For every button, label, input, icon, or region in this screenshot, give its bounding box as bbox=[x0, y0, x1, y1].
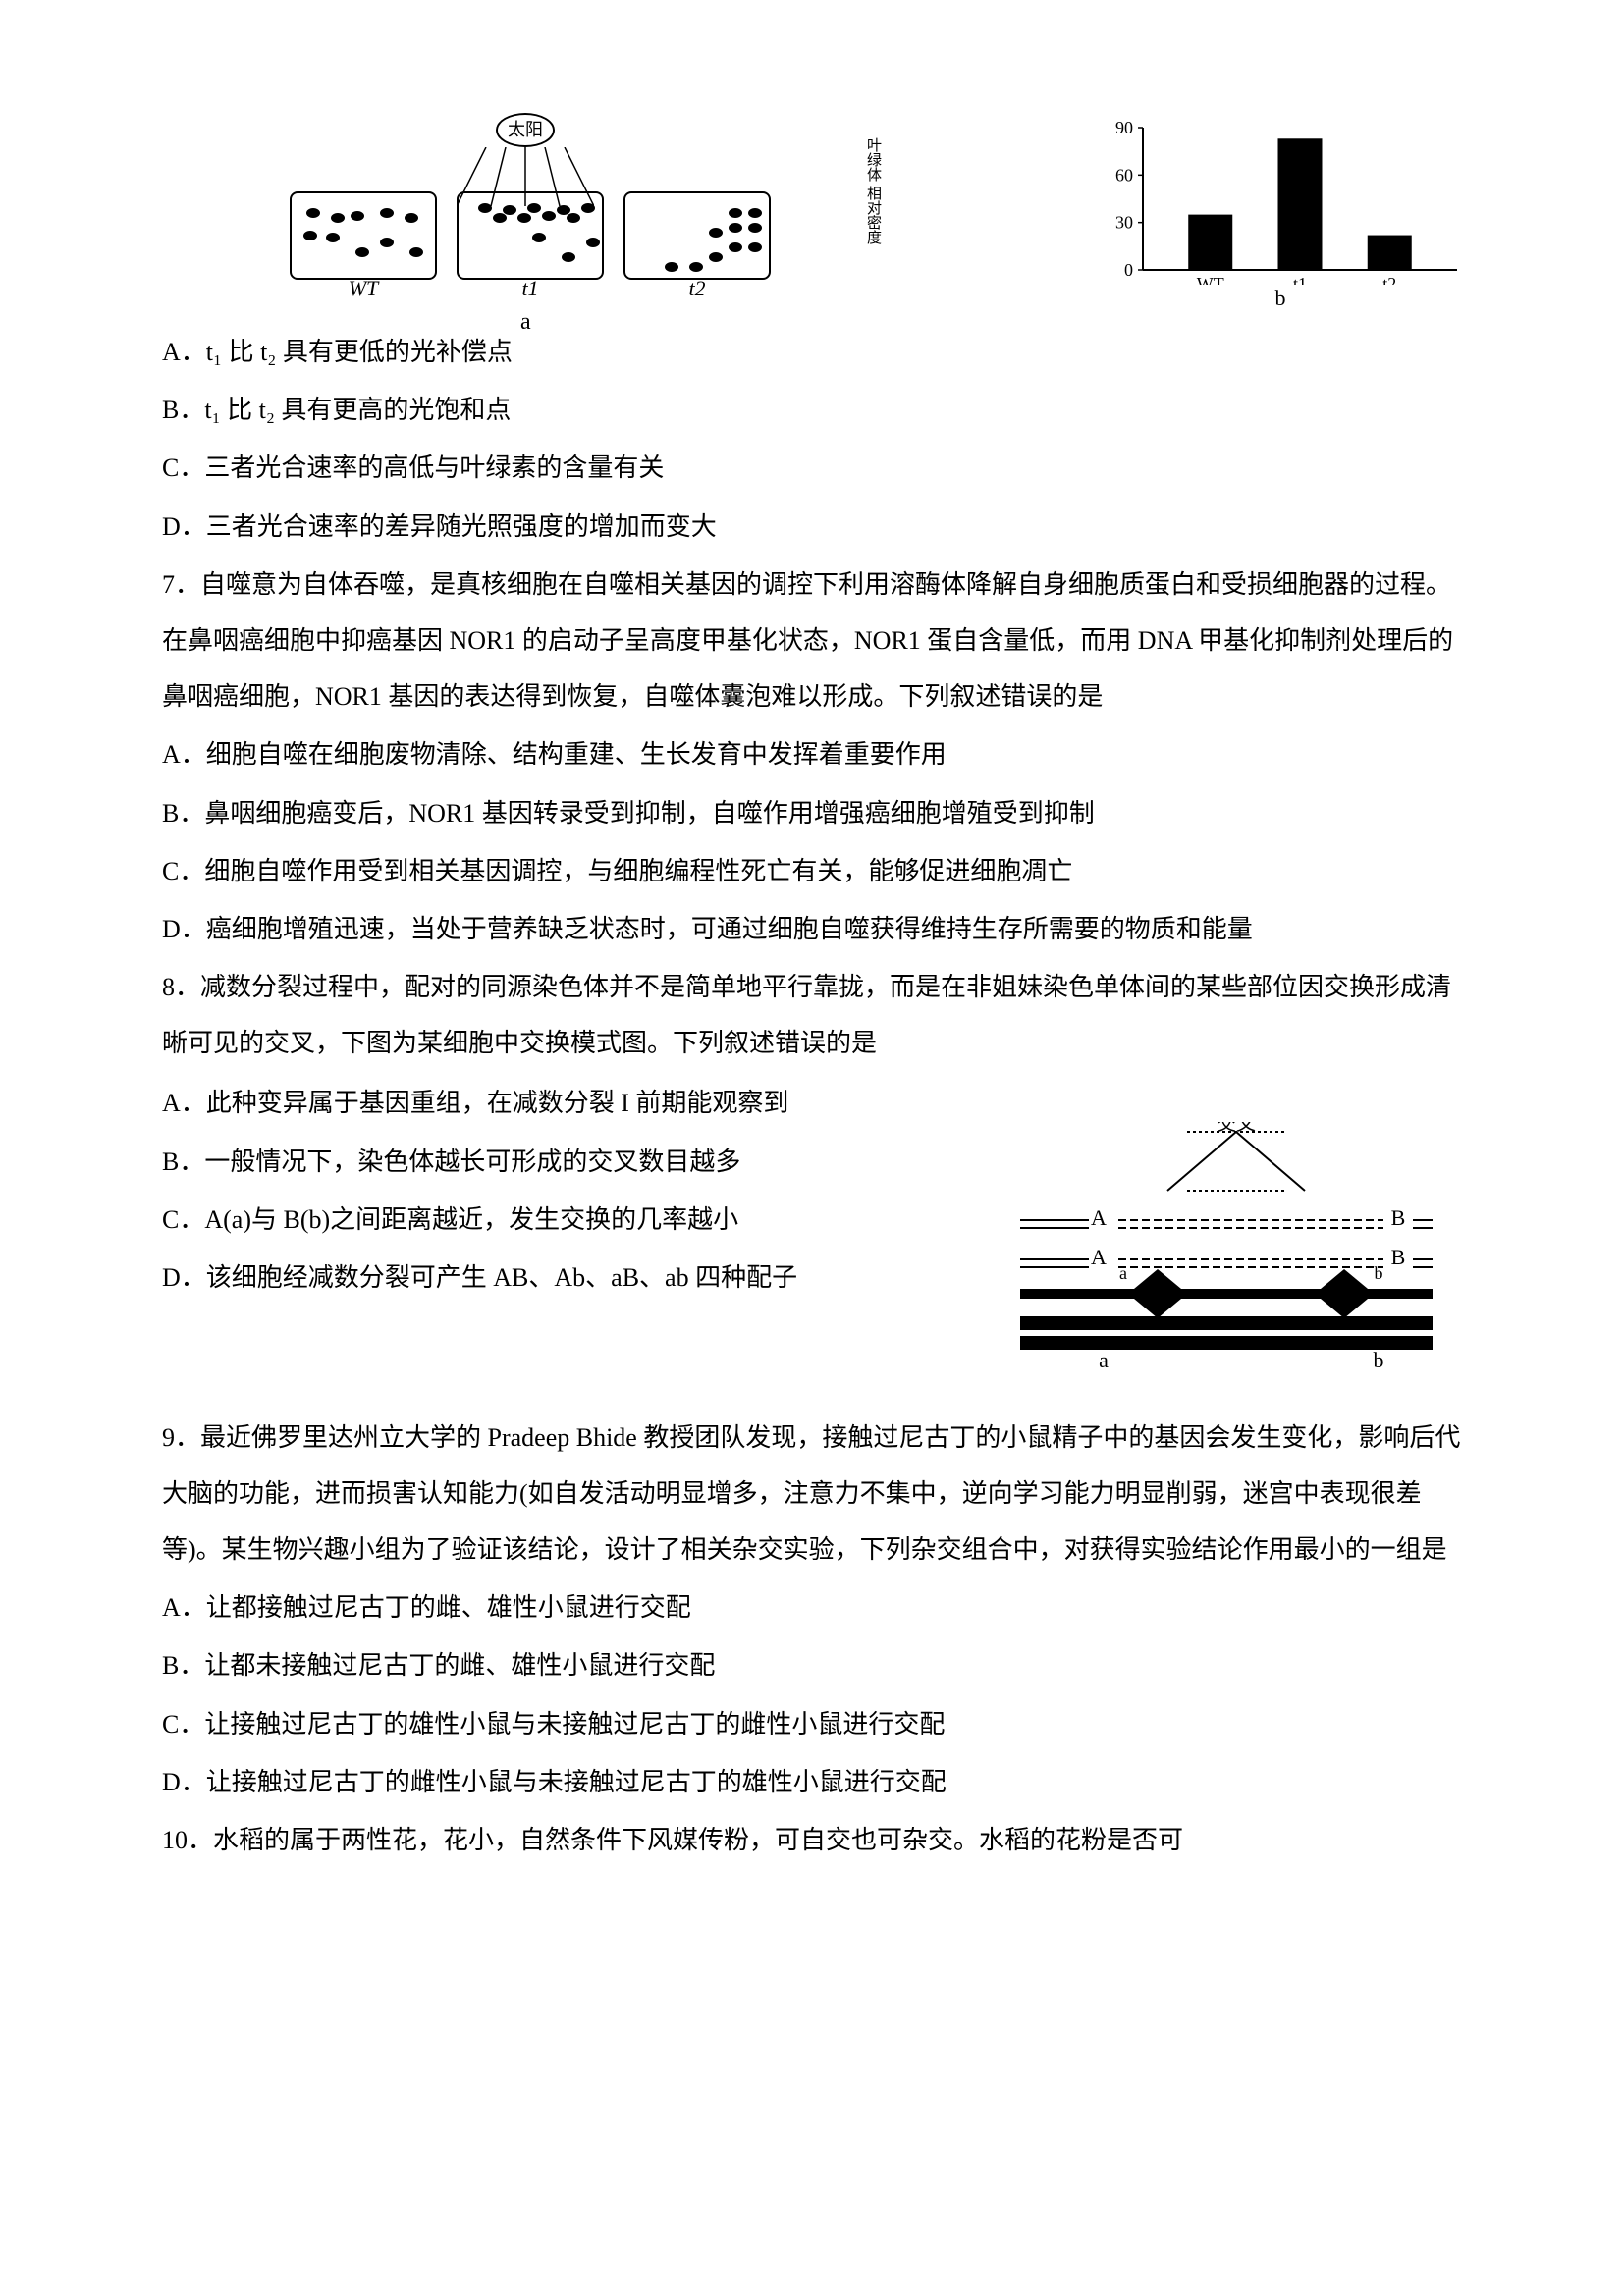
q7-stem: 7．自噬意为自体吞噬，是真核细胞在自噬相关基因的调控下利用溶酶体降解自身细胞质蛋… bbox=[162, 557, 1462, 725]
q6-option-C: C．三者光合速率的高低与叶绿素的含量有关 bbox=[162, 440, 1462, 496]
svg-text:WT: WT bbox=[1197, 274, 1224, 285]
q6-option-D: D．三者光合速率的差异随光照强度的增加而变大 bbox=[162, 499, 1462, 555]
box-label-wt: WT bbox=[349, 265, 379, 312]
q6-option-B: B．t₁ 比 t₂ 具有更高的光饱和点 bbox=[162, 382, 1462, 438]
q8-diagram-col: 交叉 A B A Ba b a b bbox=[981, 1073, 1462, 1407]
svg-text:交叉: 交叉 bbox=[1217, 1122, 1256, 1135]
svg-text:B: B bbox=[1391, 1245, 1406, 1269]
svg-text:30: 30 bbox=[1115, 213, 1133, 233]
q8-option-C: C．A(a)与 B(b)之间距离越近，发生交换的几率越小 bbox=[162, 1192, 961, 1248]
svg-text:0: 0 bbox=[1124, 260, 1133, 280]
figure-a-label: a bbox=[520, 296, 531, 348]
boxes-container: WT t1 t2 bbox=[290, 191, 771, 280]
q8-option-A: A．此种变异属于基因重组，在减数分裂 I 前期能观察到 bbox=[162, 1075, 961, 1131]
q9-stem: 9．最近佛罗里达州立大学的 Pradeep Bhide 教授团队发现，接触过尼古… bbox=[162, 1410, 1462, 1578]
q8-option-B: B．一般情况下，染色体越长可形成的交叉数目越多 bbox=[162, 1134, 961, 1190]
q9-option-A: A．让都接触过尼古丁的雌、雄性小鼠进行交配 bbox=[162, 1579, 1462, 1635]
figures-row: 太阳 WT t1 t2 a 叶绿体 相对密度 0306090WTt1t2 b bbox=[162, 118, 1462, 304]
sun-label: 太阳 bbox=[496, 113, 555, 147]
q6-option-A: A．t₁ 比 t₂ 具有更低的光补偿点 bbox=[162, 324, 1462, 380]
q9-option-D: D．让接触过尼古丁的雌性小鼠与未接触过尼古丁的雄性小鼠进行交配 bbox=[162, 1754, 1462, 1810]
q7-option-B: B．鼻咽细胞癌变后，NOR1 基因转录受到抑制，自噬作用增强癌细胞增殖受到抑制 bbox=[162, 785, 1462, 841]
q7-option-D: D．癌细胞增殖迅速，当处于营养缺乏状态时，可通过细胞自噬获得维持生存所需要的物质… bbox=[162, 901, 1462, 957]
crossover-diagram: 交叉 A B A Ba b a b bbox=[981, 1122, 1452, 1387]
svg-text:A: A bbox=[1091, 1245, 1107, 1269]
svg-text:90: 90 bbox=[1115, 118, 1133, 137]
svg-text:a: a bbox=[1119, 1263, 1127, 1283]
q7-option-A: A．细胞自噬在细胞废物清除、结构重建、生长发育中发挥着重要作用 bbox=[162, 726, 1462, 782]
svg-text:b: b bbox=[1374, 1348, 1384, 1372]
svg-text:t2: t2 bbox=[1382, 274, 1396, 285]
svg-text:a: a bbox=[1099, 1348, 1109, 1372]
q8-option-D: D．该细胞经减数分裂可产生 AB、Ab、aB、ab 四种配子 bbox=[162, 1250, 961, 1306]
q9-option-C: C．让接触过尼古丁的雄性小鼠与未接触过尼古丁的雌性小鼠进行交配 bbox=[162, 1696, 1462, 1752]
figure-a-side-text: 叶绿体 相对密度 bbox=[862, 137, 885, 294]
box-t1: t1 bbox=[457, 191, 604, 280]
box-t2: t2 bbox=[623, 191, 771, 280]
figure-b: 0306090WTt1t2 b bbox=[1099, 118, 1462, 304]
svg-text:60: 60 bbox=[1115, 165, 1133, 185]
figure-b-label: b bbox=[1099, 275, 1462, 322]
q8-options-col: A．此种变异属于基因重组，在减数分裂 I 前期能观察到 B．一般情况下，染色体越… bbox=[162, 1073, 961, 1308]
bar-chart: 0 30 60 90 WT t1 t2 bbox=[1099, 118, 1462, 285]
q8-two-col: A．此种变异属于基因重组，在减数分裂 I 前期能观察到 B．一般情况下，染色体越… bbox=[162, 1073, 1462, 1407]
figure-a: 太阳 WT t1 t2 a 叶绿体 相对密度 bbox=[290, 128, 820, 304]
q9-option-B: B．让都未接触过尼古丁的雌、雄性小鼠进行交配 bbox=[162, 1637, 1462, 1693]
q7-option-C: C．细胞自噬作用受到相关基因调控，与细胞编程性死亡有关，能够促进细胞凋亡 bbox=[162, 843, 1462, 899]
svg-text:A: A bbox=[1091, 1205, 1107, 1230]
q8-stem: 8．减数分裂过程中，配对的同源染色体并不是简单地平行靠拢，而是在非姐妹染色单体间… bbox=[162, 959, 1462, 1071]
svg-text:b: b bbox=[1375, 1263, 1383, 1283]
svg-text:B: B bbox=[1391, 1205, 1406, 1230]
box-wt: WT bbox=[290, 191, 437, 280]
q10-stem: 10．水稻的属于两性花，花小，自然条件下风媒传粉，可自交也可杂交。水稻的花粉是否… bbox=[162, 1812, 1462, 1868]
svg-text:t1: t1 bbox=[1293, 274, 1307, 285]
